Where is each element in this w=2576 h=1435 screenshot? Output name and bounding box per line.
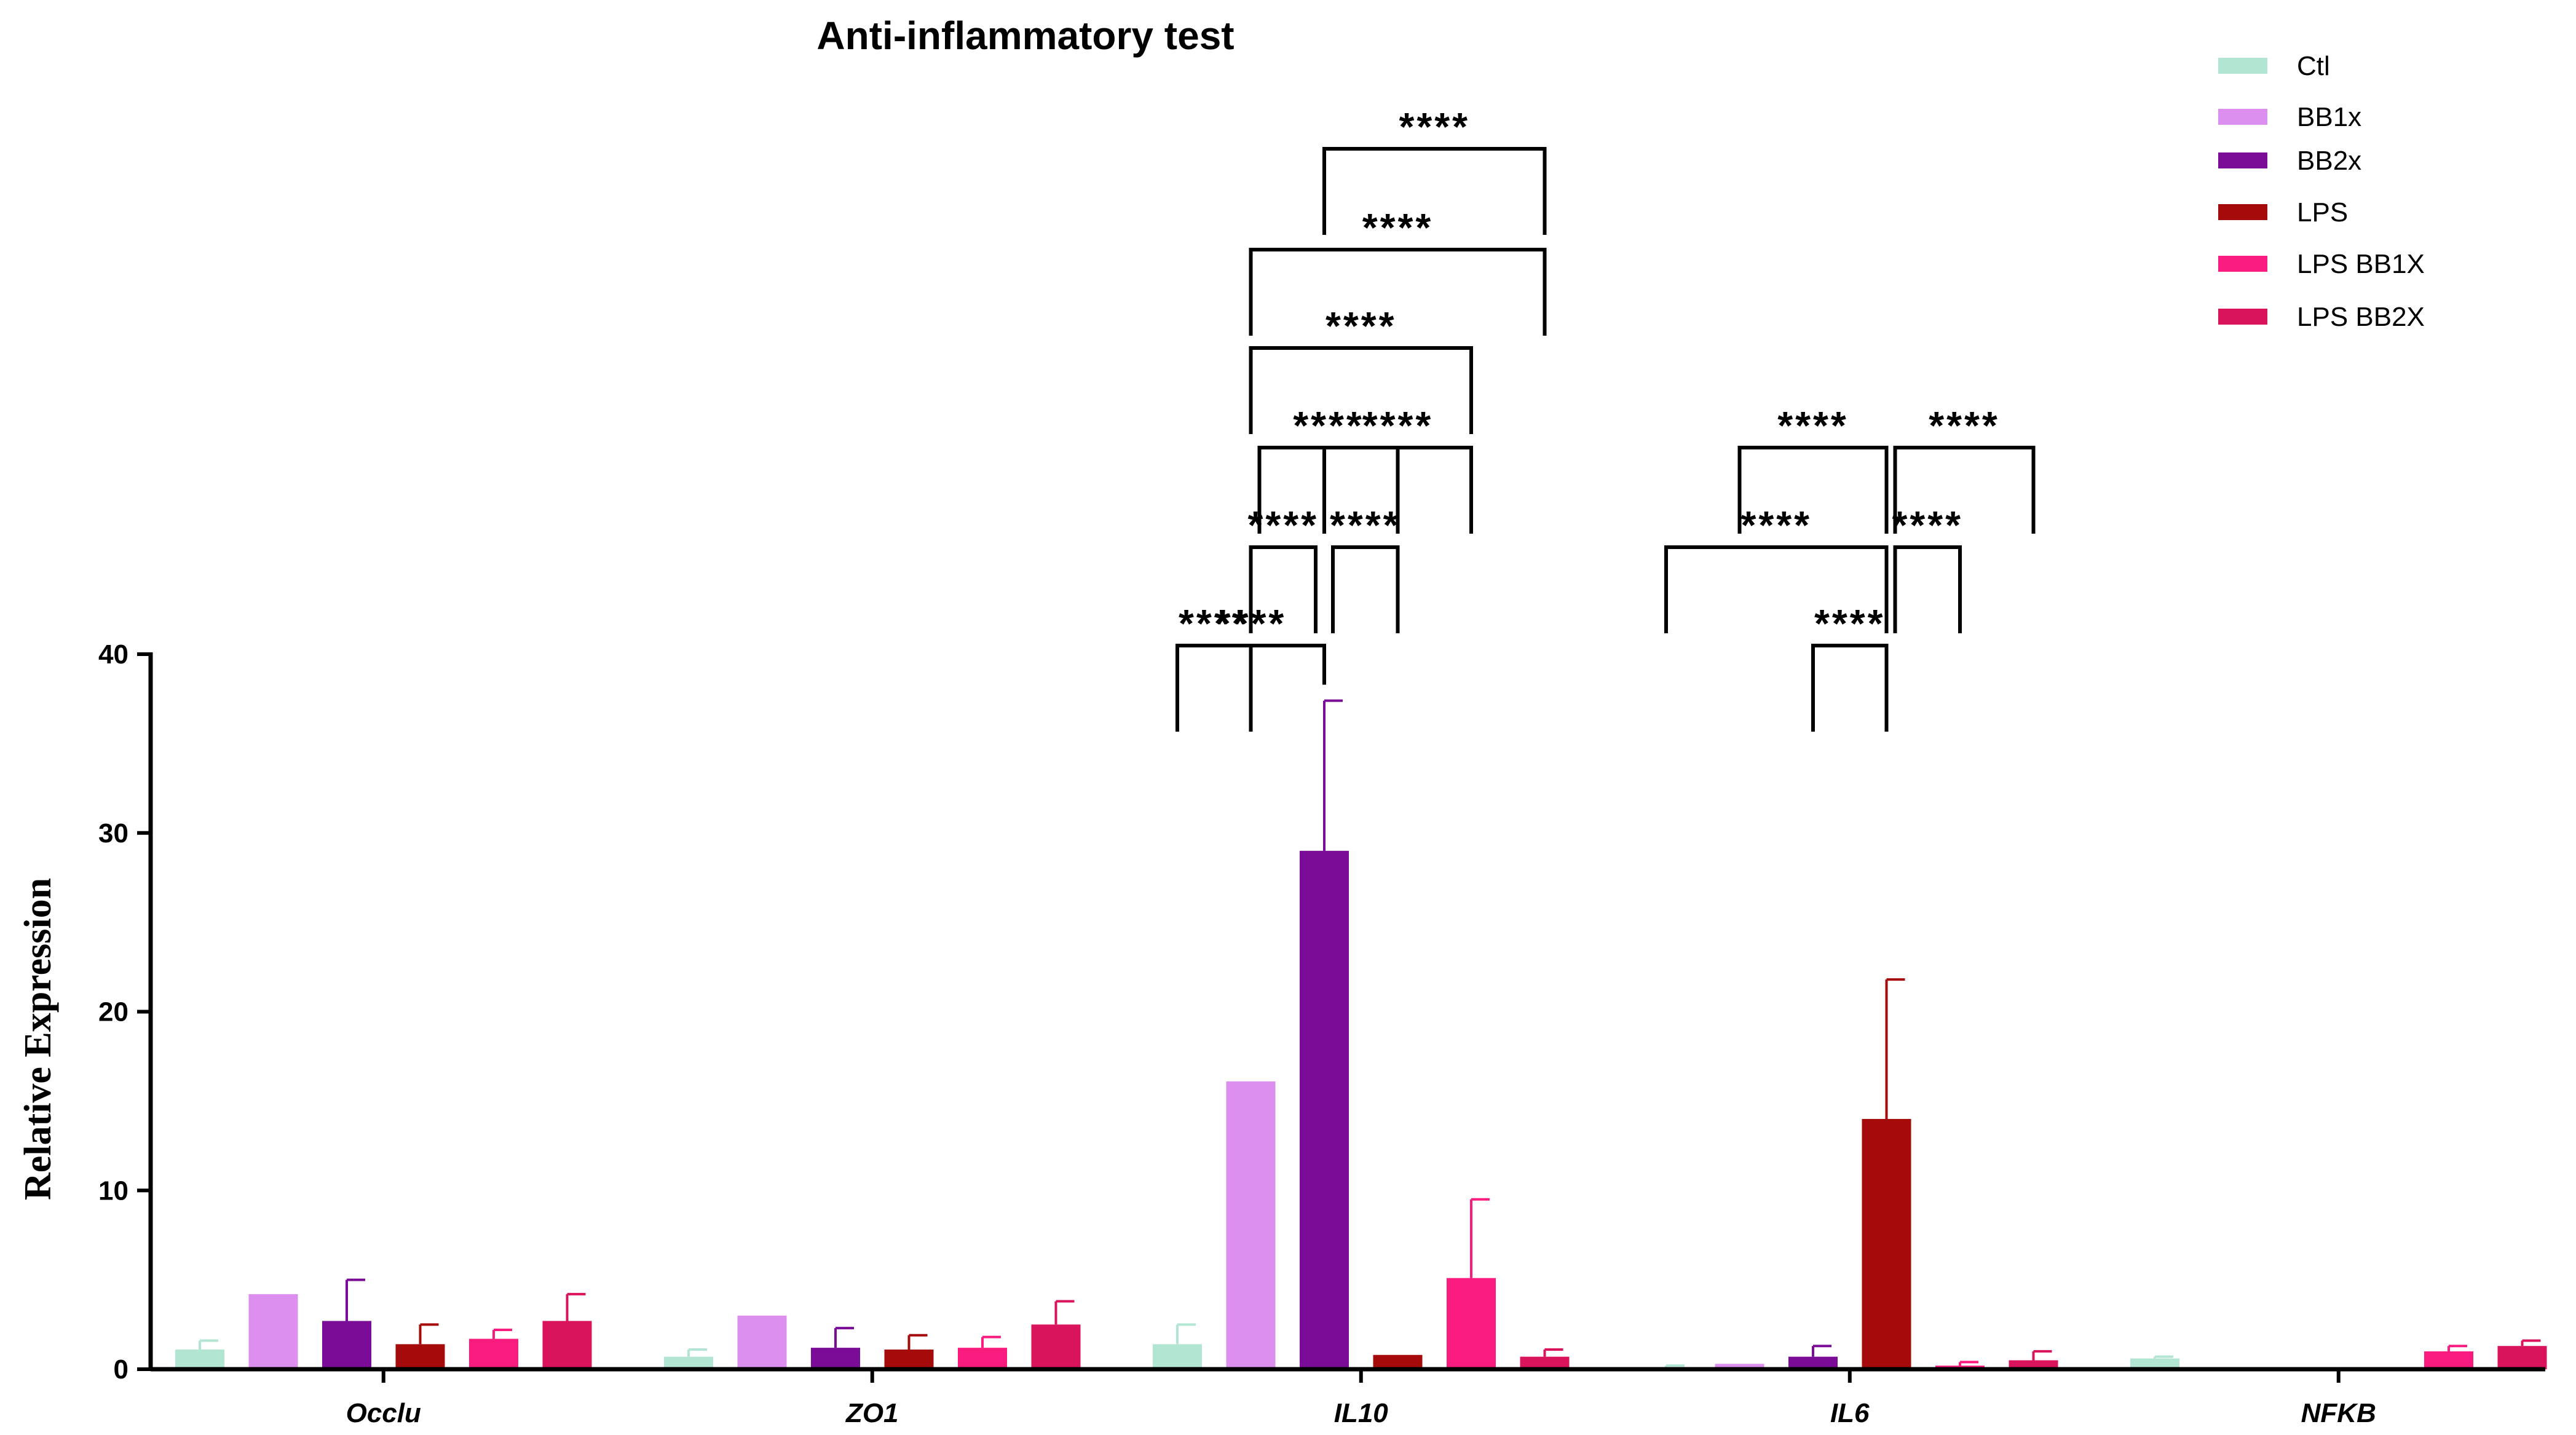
significance-label-IL10-4: **** xyxy=(1293,403,1364,448)
bar-IL6-BB2x xyxy=(1788,1356,1838,1369)
significance-label-IL6-11: **** xyxy=(1740,503,1812,547)
bar-NFKB-LPS-BB1X xyxy=(2424,1351,2473,1369)
bar-IL6-BB1x xyxy=(1715,1364,1764,1369)
bar-IL10-BB1x xyxy=(1226,1081,1276,1369)
significance-label-IL10-7: **** xyxy=(1330,503,1401,547)
significance-label-IL10-1: **** xyxy=(1179,601,1250,646)
x-tick-label-Occlu: Occlu xyxy=(346,1398,421,1428)
x-tick-label-IL6: IL6 xyxy=(1830,1398,1870,1428)
legend-label-BB2x: BB2x xyxy=(2297,146,2361,176)
legend: Ctl BB1x BB2x LPS LPS BB1X LPS BB2X xyxy=(2218,51,2425,332)
x-tick-label-IL10: IL10 xyxy=(1334,1398,1389,1428)
bar-ZO1-LPS-BB2X xyxy=(1031,1324,1081,1369)
significance-label-IL6-14: **** xyxy=(1929,403,2000,448)
bar-Occlu-LPS-BB1X xyxy=(469,1338,518,1369)
bar-ZO1-Ctl xyxy=(664,1356,713,1369)
bar-IL10-Ctl xyxy=(1153,1344,1202,1369)
significance-bracket-IL10-9 xyxy=(1322,147,1547,235)
bar-Occlu-Ctl xyxy=(175,1350,224,1369)
bar-ZO1-LPS xyxy=(884,1350,934,1369)
legend-label-BB1x: BB1x xyxy=(2297,102,2361,132)
bar-IL6-LPS xyxy=(1862,1118,1911,1369)
bar-Occlu-BB2x xyxy=(322,1321,371,1369)
legend-swatch-LPS xyxy=(2218,204,2267,220)
bar-ZO1-BB2x xyxy=(811,1348,860,1369)
significance-bracket-IL10-6 xyxy=(1249,248,1547,336)
significance-label-IL10-5: **** xyxy=(1326,304,1397,348)
bar-Occlu-BB1x xyxy=(248,1294,298,1369)
significance-bracket-IL10-5 xyxy=(1249,346,1473,434)
y-tick-label-40: 40 xyxy=(98,639,128,670)
significance-bracket-IL6-14 xyxy=(1893,446,2036,534)
significance-bracket-IL10-1 xyxy=(1175,644,1253,732)
significance-bracket-IL10-3 xyxy=(1249,545,1318,633)
y-tick-label-20: 20 xyxy=(98,997,128,1027)
bar-NFKB-LPS-BB2X xyxy=(2497,1346,2547,1369)
y-tick-label-30: 30 xyxy=(98,818,128,848)
significance-bracket-IL6-12 xyxy=(1893,545,1962,633)
y-tick-label-0: 0 xyxy=(114,1354,128,1385)
significance-bracket-IL6-13 xyxy=(1737,446,1889,534)
legend-label-Ctl: Ctl xyxy=(2297,51,2330,81)
significance-label-IL10-9: **** xyxy=(1399,105,1470,149)
bar-IL10-LPS-BB1X xyxy=(1447,1278,1496,1369)
legend-label-LPS-BB2X: LPS BB2X xyxy=(2297,302,2425,332)
x-tick-label-ZO1: ZO1 xyxy=(845,1398,899,1428)
bar-IL10-BB2x xyxy=(1300,850,1349,1369)
y-tick-label-10: 10 xyxy=(98,1176,128,1206)
legend-label-LPS-BB1X: LPS BB1X xyxy=(2297,249,2425,279)
significance-label-IL10-8: **** xyxy=(1362,403,1434,448)
bar-IL6-LPS-BB2X xyxy=(2009,1360,2058,1369)
significance-label-IL6-10: **** xyxy=(1814,601,1886,646)
legend-swatch-Ctl xyxy=(2218,58,2267,74)
bar-Occlu-LPS-BB2X xyxy=(542,1321,592,1369)
bar-NFKB-Ctl xyxy=(2130,1358,2179,1369)
significance-label-IL10-6: **** xyxy=(1362,205,1434,250)
significance-label-IL6-13: **** xyxy=(1777,403,1849,448)
legend-swatch-LPS-BB2X xyxy=(2218,309,2267,325)
chart-title: Anti-inflammatory test xyxy=(816,14,1234,58)
bar-IL10-LPS xyxy=(1373,1354,1423,1369)
bar-ZO1-LPS-BB1X xyxy=(958,1348,1007,1369)
y-axis-label: Relative Expression xyxy=(17,878,59,1200)
error-bars-layer xyxy=(199,699,2541,1368)
bar-ZO1-BB1x xyxy=(737,1315,787,1369)
significance-bracket-IL6-10 xyxy=(1811,644,1889,732)
significance-layer: ****************************************… xyxy=(1175,105,2036,732)
bars-layer xyxy=(175,850,2547,1369)
axes-layer: 0 10 20 30 40 Occlu ZO1 IL10 IL6 NFKB xyxy=(98,639,2545,1428)
bar-IL10-LPS-BB2X xyxy=(1520,1356,1570,1369)
significance-bracket-IL6-11 xyxy=(1664,545,1889,633)
significance-bracket-IL10-2 xyxy=(1175,644,1326,732)
legend-swatch-BB2x xyxy=(2218,152,2267,168)
legend-label-LPS: LPS xyxy=(2297,197,2348,227)
x-tick-label-NFKB: NFKB xyxy=(2301,1398,2376,1428)
bar-Occlu-LPS xyxy=(395,1344,445,1369)
significance-bracket-IL10-7 xyxy=(1331,545,1400,633)
legend-swatch-BB1x xyxy=(2218,109,2267,125)
legend-swatch-LPS-BB1X xyxy=(2218,256,2267,272)
significance-label-IL6-12: **** xyxy=(1892,503,1963,547)
significance-bracket-IL10-8 xyxy=(1322,446,1473,534)
